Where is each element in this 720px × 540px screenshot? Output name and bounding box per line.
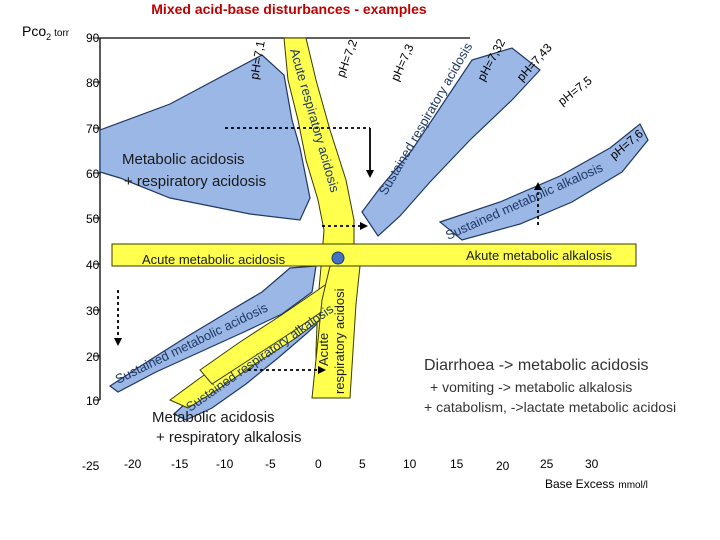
label-plus-respiratory-alkalosis: + respiratory alkalosis [156, 429, 301, 446]
y-axis-label: Pco2 torr [22, 23, 70, 42]
dotted-arrows [117, 127, 539, 371]
label-acute-lower: Acute [316, 333, 331, 366]
diagram-title: Mixed acid-base disturbances - examples [151, 1, 427, 17]
note-vomiting: + vomiting -> metabolic alkalosis [430, 379, 632, 395]
x-tick-label: 10 [403, 457, 417, 471]
x-axis-ticks: -25 -20 -15 -10 -5 0 5 10 15 20 25 30 [82, 457, 599, 473]
ph-label: pH=7,1 [247, 39, 268, 80]
zone-metabolic-respiratory-acidosis [99, 54, 311, 221]
label-respiratory-acidosi-lower: respiratory acidosi [332, 288, 347, 394]
y-tick-label: 30 [86, 304, 100, 318]
arrow-head [318, 366, 326, 374]
ph-label: pH=7,2 [334, 37, 361, 79]
arrow-head [360, 222, 368, 230]
normal-point [331, 251, 345, 265]
label-acute-metabolic-acidosis: Acute metabolic acidosis [142, 252, 286, 267]
y-tick-label: 50 [86, 212, 100, 226]
label-metabolic-acidosis-lower: Metabolic acidosis [152, 409, 275, 426]
arrow-head [534, 182, 542, 190]
x-tick-label: 15 [450, 457, 464, 471]
ph-label: pH=7,5 [555, 73, 595, 108]
y-tick-label: 10 [86, 394, 100, 408]
x-tick-label: -10 [216, 457, 234, 471]
y-tick-label: 80 [86, 76, 100, 90]
x-tick-label: -20 [124, 457, 142, 471]
note-catabolism: + catabolism, ->lactate metabolic acidos… [424, 399, 676, 415]
label-metabolic-acidosis: Metabolic acidosis [122, 151, 245, 168]
x-tick-label: 30 [585, 457, 599, 471]
arrow-head [114, 338, 122, 346]
label-acute-metabolic-alkalosis: Akute metabolic alkalosis [466, 248, 612, 263]
note-diarrhoea: Diarrhoea -> metabolic acidosis [424, 357, 649, 374]
y-tick-label: 90 [86, 31, 100, 45]
x-tick-label: 20 [496, 459, 510, 473]
x-tick-label: -5 [265, 457, 276, 471]
zone-sustained-metabolic-alkalosis [438, 123, 649, 241]
band-acute-respiratory-lower [311, 265, 361, 399]
y-tick-label: 40 [86, 258, 100, 272]
x-tick-label: -25 [82, 459, 100, 473]
x-axis-label: Base Excess mmol/l [545, 477, 648, 491]
x-tick-label: -15 [171, 457, 189, 471]
zone-sustained-metabolic-acidosis [108, 265, 317, 393]
x-tick-label: 0 [315, 457, 322, 471]
zone-sustained-respiratory-acidosis [361, 47, 541, 237]
band-acute-metabolic [111, 243, 637, 267]
y-tick-label: 60 [86, 167, 100, 181]
label-sustained-metabolic-alkalosis: Sustained metabolic alkalosis [443, 159, 605, 242]
y-tick-label: 70 [86, 122, 100, 136]
x-tick-label: 25 [540, 457, 554, 471]
y-tick-label: 20 [86, 350, 100, 364]
x-tick-label: 5 [359, 457, 366, 471]
arrow-head [366, 170, 374, 178]
label-plus-respiratory-acidosis: + respiratory acidosis [124, 173, 266, 190]
y-axis-ticks: 90 80 70 60 50 40 30 20 10 [86, 31, 100, 408]
ph-label: pH=7,3 [388, 42, 417, 84]
